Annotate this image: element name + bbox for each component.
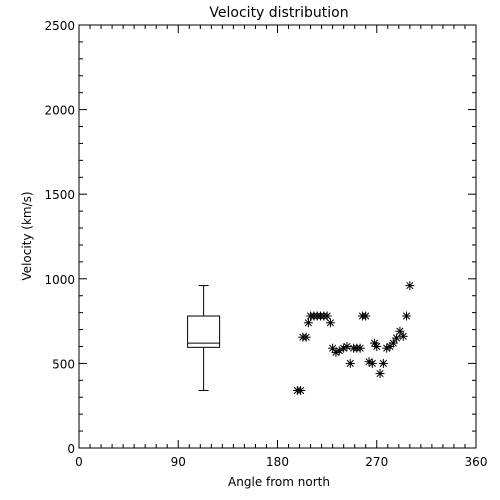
x-tick-label: 180	[266, 455, 289, 469]
boxplot-box	[187, 315, 221, 348]
x-tick-label: 360	[465, 455, 488, 469]
y-axis-ticks: 0 500 1000 1500 2000 2500	[44, 19, 476, 456]
scatter-point	[378, 358, 388, 368]
x-tick-label: 0	[75, 455, 83, 469]
y-tick-label: 1500	[44, 188, 75, 202]
scatter-point	[361, 311, 371, 321]
scatter-point	[322, 311, 332, 321]
scatter-point	[388, 338, 398, 348]
scatter-point	[342, 341, 352, 351]
y-tick-label: 1000	[44, 273, 75, 287]
y-tick-label: 2000	[44, 104, 75, 118]
x-axis-label: Angle from north	[228, 475, 330, 489]
scatter-point	[301, 332, 311, 342]
scatter-point	[345, 358, 355, 368]
scatter-point	[395, 326, 405, 336]
scatter-point	[367, 358, 377, 368]
scatter-point	[296, 385, 306, 395]
scatter-point	[402, 311, 412, 321]
scatter-point	[303, 318, 313, 328]
x-tick-label: 270	[365, 455, 388, 469]
y-axis-label: Velocity (km/s)	[20, 191, 34, 280]
scatter-point	[405, 281, 415, 291]
y-tick-label: 2500	[44, 19, 75, 33]
scatter-point	[375, 369, 385, 379]
x-axis-ticks: 0 90 180 270 360	[75, 25, 487, 469]
scatter-point	[325, 318, 335, 328]
chart-title: Velocity distribution	[209, 5, 348, 21]
x-tick-label: 90	[171, 455, 186, 469]
y-tick-label: 0	[67, 442, 75, 456]
boxplot	[187, 285, 221, 391]
scatter-point	[355, 343, 365, 353]
scatter-point	[398, 331, 408, 341]
scatter-points	[292, 281, 415, 395]
scatter-point	[392, 333, 402, 343]
scatter-point	[372, 341, 382, 351]
y-tick-label: 500	[52, 357, 75, 371]
